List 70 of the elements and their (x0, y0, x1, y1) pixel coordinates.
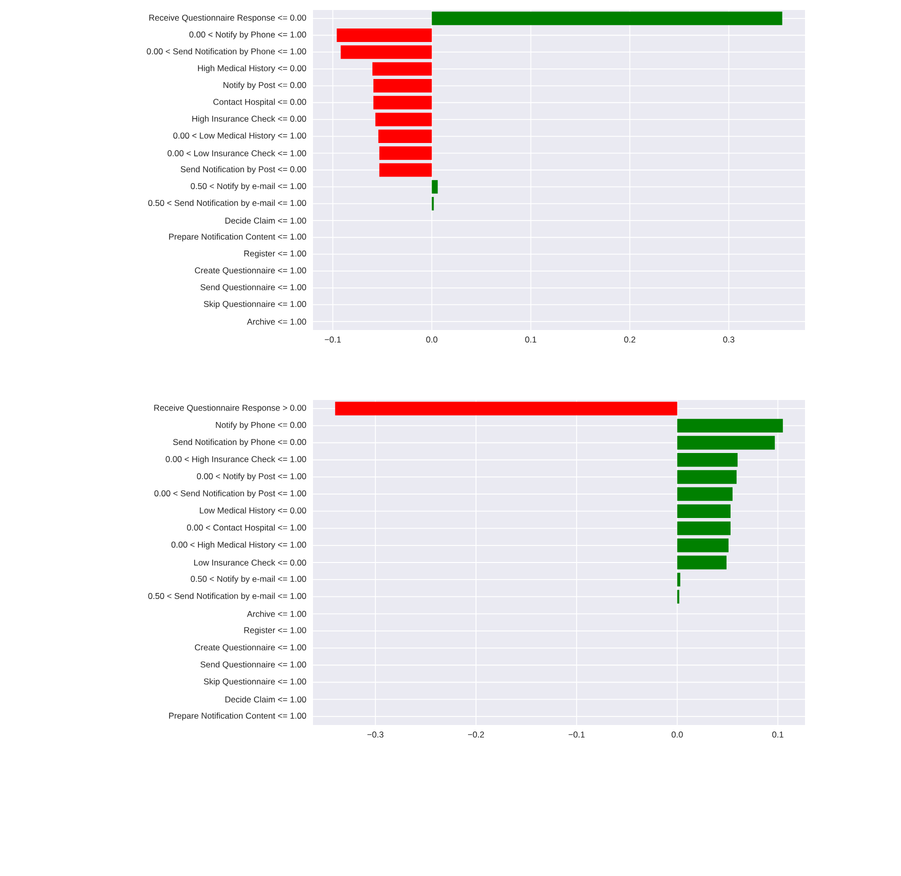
bar (375, 112, 432, 126)
x-tick-label: 0.2 (624, 336, 636, 343)
y-tick-label: Decide Claim <= 1.00 (225, 696, 306, 702)
x-tick-label: 0.1 (772, 732, 784, 738)
y-tick-label: Send Questionnaire <= 1.00 (200, 661, 306, 670)
bar (379, 146, 432, 160)
y-tick-label: Register <= 1.00 (244, 626, 306, 635)
y-tick-label: Notify by Post <= 0.00 (224, 82, 306, 90)
y-tick-label: Low Insurance Check <= 0.00 (194, 559, 306, 566)
y-tick-label: Create Questionnaire <= 1.00 (194, 267, 306, 275)
bar (378, 130, 432, 144)
bar (340, 45, 432, 59)
y-tick-label: 0.50 < Send Notification by e-mail <= 1.00 (148, 200, 306, 208)
x-tick-label: −0.1 (568, 732, 585, 738)
bar (677, 521, 731, 536)
y-tick-label: 0.50 < Send Notification by e-mail <= 1.00 (148, 592, 306, 601)
bar (677, 504, 731, 518)
y-tick-label: 0.00 < Low Insurance Check <= 1.00 (168, 150, 306, 156)
bar (677, 418, 783, 432)
y-tick-label: Prepare Notification Content <= 1.00 (169, 712, 306, 720)
y-tick-label: 0.00 < High Medical History <= 1.00 (171, 541, 306, 550)
y-tick-label: High Medical History <= 0.00 (198, 64, 306, 73)
bar (677, 487, 733, 501)
y-tick-label: Archive <= 1.00 (246, 318, 306, 325)
bar (373, 79, 432, 93)
y-tick-label: Skip Questionnaire <= 1.00 (204, 678, 306, 686)
y-tick-label: Receive Questionnaire Response > 0.00 (154, 404, 306, 413)
y-tick-label: 0.00 < Notify by Phone <= 1.00 (189, 31, 306, 40)
y-tick-label: Register <= 1.00 (244, 250, 306, 258)
y-tick-label: Skip Questionnaire <= 1.00 (204, 300, 306, 309)
y-tick-label: 0.00 < Contact Hospital <= 1.00 (187, 524, 306, 532)
y-tick-label: Send Questionnaire <= 1.00 (200, 284, 306, 292)
x-tick-label: 0.1 (525, 336, 536, 343)
bar (677, 436, 775, 450)
y-tick-label: 0.00 < Notify by Post <= 1.00 (196, 473, 306, 481)
bar (432, 180, 438, 194)
bar (432, 12, 782, 26)
bar (372, 62, 432, 76)
y-tick-label: 0.00 < Send Notification by Post <= 1.00 (154, 490, 306, 498)
bar (677, 470, 737, 484)
bar (677, 538, 729, 552)
x-tick-label: −0.3 (367, 732, 384, 738)
x-tick-label: −0.1 (324, 336, 341, 343)
x-tick-label: −0.2 (468, 732, 484, 738)
y-tick-label: 0.50 < Notify by e-mail <= 1.00 (190, 576, 306, 584)
bar (335, 402, 678, 416)
y-tick-label: Archive <= 1.00 (246, 610, 306, 617)
bar (677, 453, 738, 467)
y-tick-label: Receive Questionnaire Response <= 0.00 (149, 14, 306, 22)
y-tick-label: Prepare Notification Content <= 1.00 (169, 233, 306, 242)
bar (336, 28, 432, 42)
y-tick-label: 0.00 < High Insurance Check <= 1.00 (166, 456, 306, 464)
y-tick-label: 0.00 < Low Medical History <= 1.00 (173, 132, 306, 140)
y-tick-label: 0.50 < Notify by e-mail <= 1.00 (190, 182, 306, 191)
bar (373, 96, 432, 110)
bar (379, 163, 432, 177)
y-tick-label: Low Medical History <= 0.00 (200, 507, 306, 516)
x-tick-label: 0.3 (723, 336, 734, 343)
y-tick-label: High Insurance Check <= 0.00 (192, 116, 306, 124)
x-tick-label: 0.0 (426, 336, 438, 343)
y-tick-label: 0.00 < Send Notification by Phone <= 1.00 (146, 48, 306, 56)
y-tick-label: Create Questionnaire <= 1.00 (194, 644, 306, 652)
y-tick-label: Send Notification by Phone <= 0.00 (173, 438, 306, 447)
y-tick-label: Decide Claim <= 1.00 (225, 217, 306, 224)
x-tick-label: 0.0 (672, 732, 683, 738)
y-tick-label: Send Notification by Post <= 0.00 (180, 166, 306, 174)
bar (677, 572, 680, 586)
y-tick-label: Contact Hospital <= 0.00 (213, 98, 306, 107)
y-tick-label: Notify by Phone <= 0.00 (216, 422, 306, 430)
bar (677, 556, 727, 570)
